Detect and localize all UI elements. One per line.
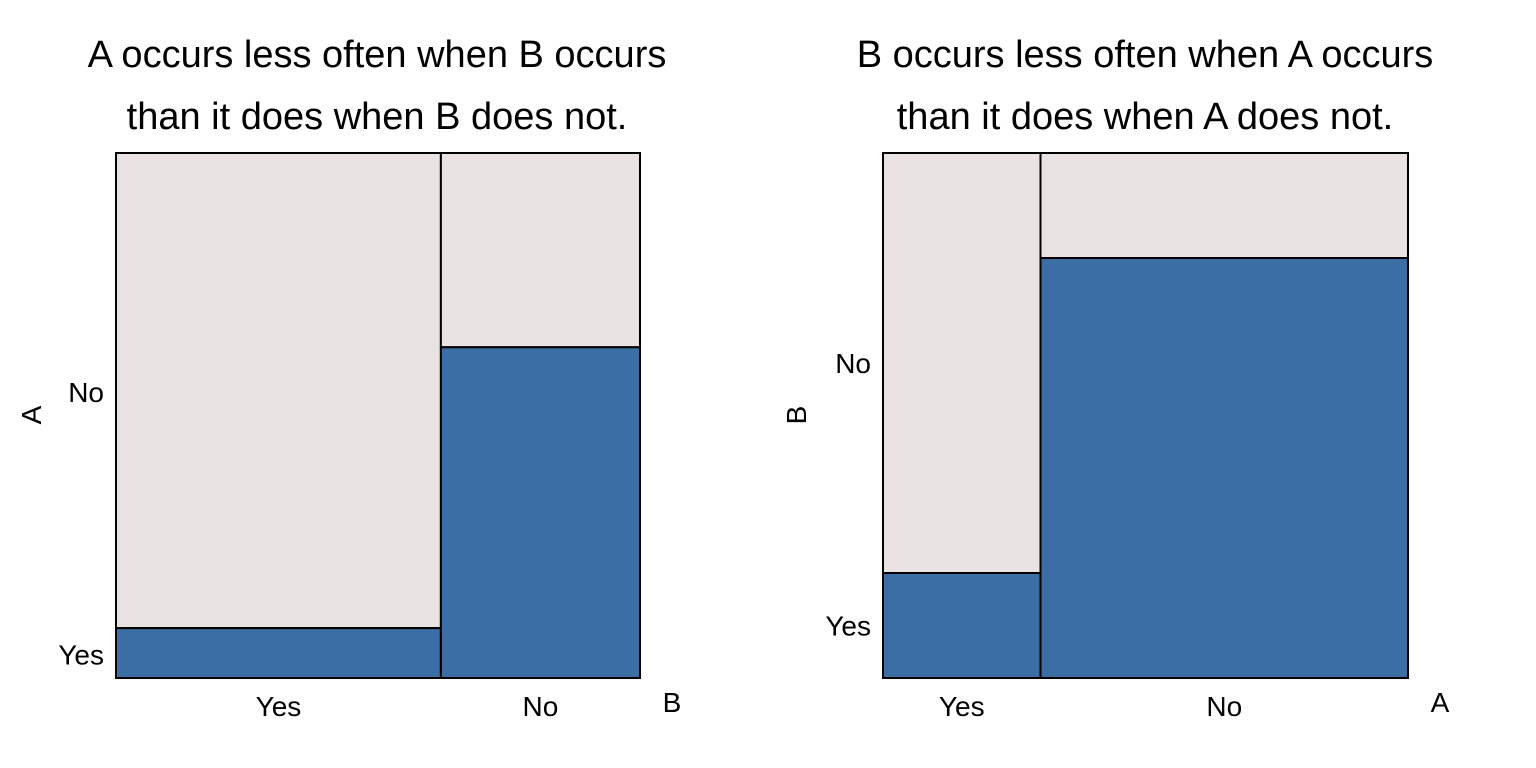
y-axis-label: B bbox=[781, 406, 812, 425]
x-axis-label: A bbox=[1431, 687, 1450, 718]
chart-title-line-2: than it does when B does not. bbox=[127, 96, 628, 138]
x-tick-label: No bbox=[523, 691, 559, 722]
tile-yes-no bbox=[115, 152, 442, 630]
x-tick-label: Yes bbox=[256, 691, 302, 722]
chart-title-line-2: than it does when A does not. bbox=[897, 96, 1394, 138]
chart-title-line-1: B occurs less often when A occurs bbox=[857, 34, 1434, 76]
x-tick-label: Yes bbox=[939, 691, 985, 722]
y-tick-label: Yes bbox=[825, 611, 871, 642]
mosaic-panel-a-given-b: A occurs less often when B occurs than i… bbox=[16, 34, 681, 722]
x-axis-label: B bbox=[663, 687, 682, 718]
tile-yes-yes bbox=[115, 627, 442, 679]
tile-no-no bbox=[1039, 152, 1409, 259]
tile-no-yes bbox=[1039, 257, 1409, 679]
tile-no-no bbox=[439, 152, 641, 349]
tile-yes-yes bbox=[882, 572, 1042, 679]
y-axis-label: A bbox=[16, 405, 47, 424]
tile-yes-no bbox=[882, 152, 1042, 574]
mosaic-panel-b-given-a: B occurs less often when A occurs than i… bbox=[781, 34, 1450, 722]
y-tick-label: Yes bbox=[58, 639, 104, 670]
x-tick-label: No bbox=[1206, 691, 1242, 722]
chart-title-line-1: A occurs less often when B occurs bbox=[88, 34, 667, 76]
tile-no-yes bbox=[439, 346, 641, 679]
y-tick-label: No bbox=[68, 377, 104, 408]
y-tick-label: No bbox=[835, 348, 871, 379]
